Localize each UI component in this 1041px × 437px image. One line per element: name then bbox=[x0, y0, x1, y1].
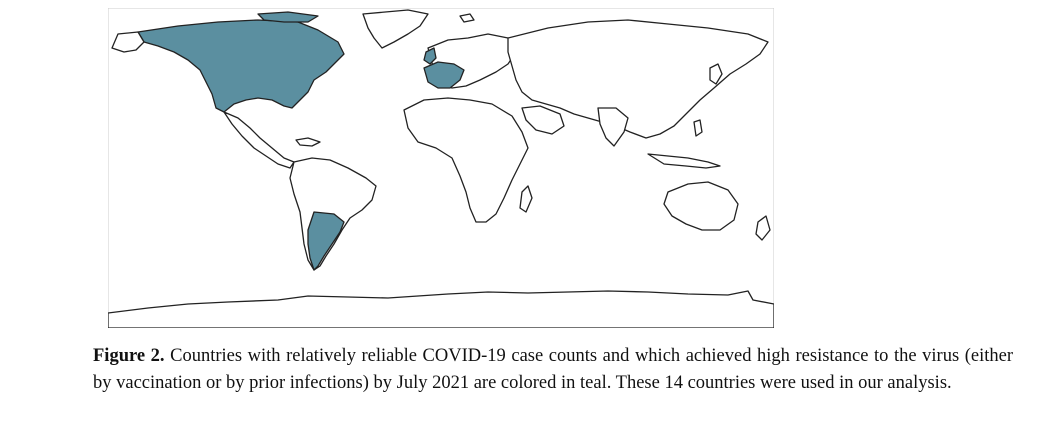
mexico-central-america bbox=[223, 111, 295, 169]
arabian-peninsula bbox=[521, 105, 565, 135]
philippines bbox=[693, 119, 703, 137]
asia bbox=[507, 19, 769, 139]
argentina-uruguay-highlighted bbox=[307, 211, 345, 271]
greenland bbox=[362, 9, 429, 49]
japan bbox=[709, 63, 723, 85]
australia bbox=[663, 181, 739, 231]
antarctica bbox=[108, 290, 774, 328]
figure-label: Figure 2. bbox=[93, 346, 165, 366]
indonesia bbox=[647, 153, 721, 169]
india bbox=[597, 107, 629, 147]
svalbard bbox=[459, 13, 475, 23]
uk-highlighted bbox=[423, 47, 437, 65]
caribbean bbox=[295, 137, 321, 147]
western-europe-highlighted bbox=[423, 61, 465, 89]
figure-caption-text: Countries with relatively reliable COVID… bbox=[93, 346, 1013, 393]
alaska bbox=[111, 31, 145, 53]
arctic-islands bbox=[257, 11, 319, 23]
figure-caption: Figure 2. Countries with relatively reli… bbox=[93, 343, 1013, 397]
north-america-highlighted bbox=[137, 19, 345, 113]
new-zealand bbox=[755, 215, 771, 241]
world-map bbox=[108, 8, 774, 328]
madagascar bbox=[519, 185, 533, 213]
africa bbox=[403, 97, 529, 223]
